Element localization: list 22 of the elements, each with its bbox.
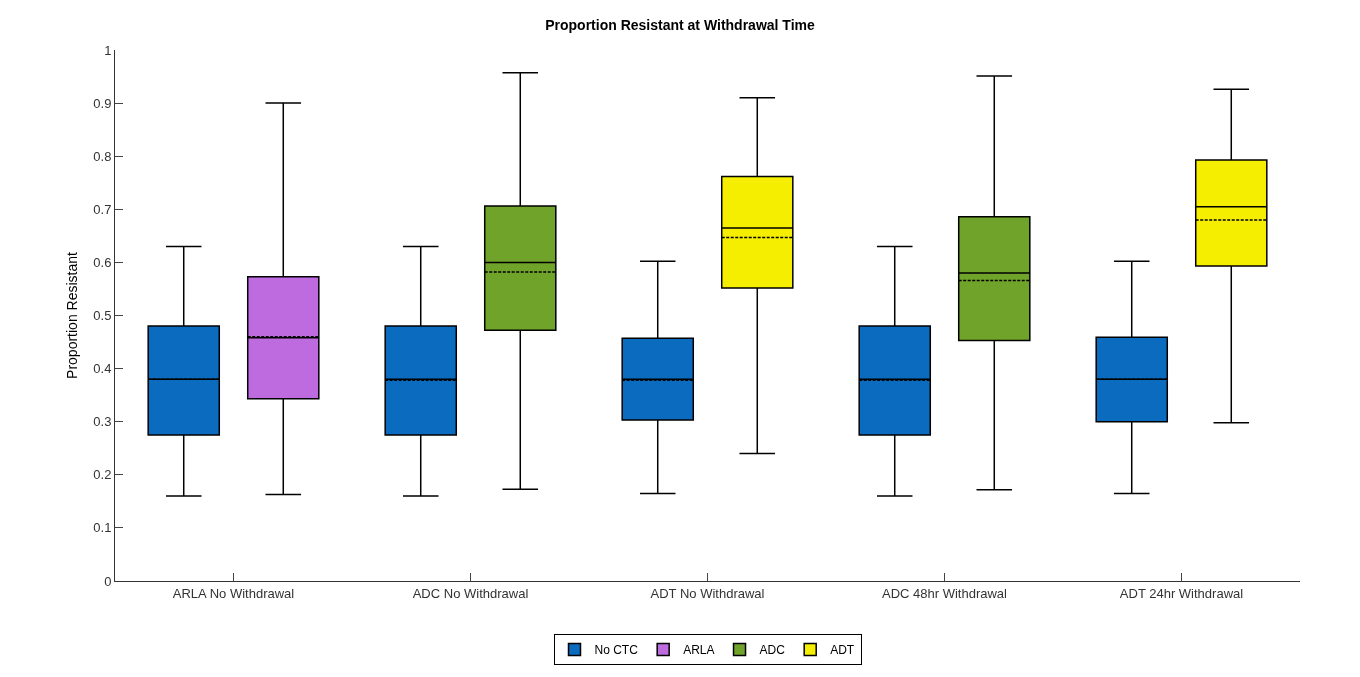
x-tick-label: ADT 24hr Withdrawal — [1119, 585, 1244, 601]
y-tick-label: 0.3 — [93, 414, 112, 430]
legend-label: ADC — [759, 643, 786, 658]
y-tick-label: 0.8 — [93, 148, 112, 164]
y-tick-label: 0 — [104, 573, 112, 589]
legend-label: No CTC — [594, 643, 639, 658]
x-tick-label: ADT No Withdrawal — [650, 585, 765, 601]
y-tick-label: 0.4 — [93, 361, 112, 377]
y-tick-label: 0.9 — [93, 95, 112, 111]
y-tick-label: 0.6 — [93, 254, 112, 270]
y-tick-label: 0.7 — [93, 201, 112, 217]
y-tick-label: 1 — [104, 42, 112, 58]
y-tick-label: 0.2 — [93, 467, 112, 483]
x-tick-label: ARLA No Withdrawal — [172, 585, 295, 601]
y-axis-title: Proportion Resistant — [64, 251, 80, 379]
chart-title: Proportion Resistant at Withdrawal Time — [545, 17, 815, 34]
y-tick-label: 0.1 — [93, 520, 112, 536]
x-tick-label: ADC No Withdrawal — [412, 585, 529, 601]
legend-label: ADT — [830, 643, 855, 658]
x-tick-label: ADC 48hr Withdrawal — [882, 585, 1008, 601]
legend-label: ARLA — [683, 643, 715, 658]
y-tick-label: 0.5 — [93, 308, 112, 324]
